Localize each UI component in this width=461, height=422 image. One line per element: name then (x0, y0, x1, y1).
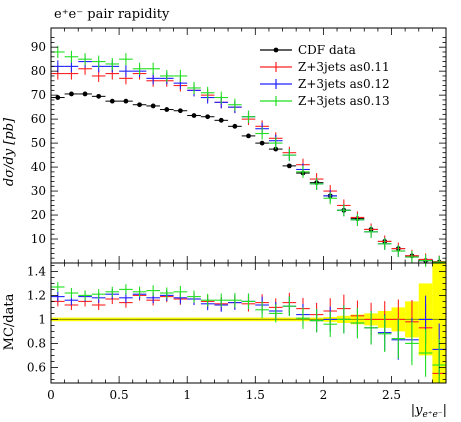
data-point (96, 93, 102, 99)
legend-label: Z+3jets as0.11 (298, 60, 390, 74)
data-point (259, 140, 265, 146)
x-tick-label: 1.5 (246, 388, 265, 402)
legend-label: CDF data (298, 43, 356, 57)
data-point (191, 113, 197, 118)
data-point (82, 91, 88, 97)
main-y-tick-label: 70 (31, 88, 46, 102)
x-axis-label: |ye⁺e⁻| (411, 403, 447, 420)
main-panel-series (51, 45, 446, 269)
main-y-tick-label: 50 (31, 136, 46, 150)
data-point (137, 102, 142, 108)
main-y-tick-label: 40 (31, 160, 46, 174)
ratio-y-tick-label: 0.6 (27, 360, 46, 374)
data-point (123, 98, 129, 104)
legend-label: Z+3jets as0.12 (298, 77, 390, 91)
x-tick-label: 0 (47, 388, 55, 402)
ratio-panel-series (51, 281, 446, 383)
data-point (109, 98, 115, 104)
main-y-tick-label: 10 (31, 232, 46, 246)
data-point (69, 91, 74, 97)
ratio-uncertainty-band (51, 263, 446, 383)
data-point (205, 114, 211, 120)
x-axis-label-main: |y (411, 403, 423, 418)
legend-item-0: CDF data (260, 43, 356, 57)
x-axis-label-end: | (443, 403, 447, 418)
ratio-panel-y-tick-labels: 0.6 0.8 1 1.2 1.4 (27, 264, 46, 374)
legend-swatch-marker (273, 47, 279, 53)
legend: CDF data Z+3jets as0.11 Z+3jets as0.12 Z+3j… (260, 43, 390, 108)
data-point (177, 108, 183, 114)
data-point (232, 123, 238, 129)
legend-item-3: Z+3jets as0.13 (260, 94, 390, 108)
ratio-y-tick-label: 0.8 (27, 336, 46, 350)
data-point (55, 95, 61, 100)
main-panel-y-tick-labels: 10 20 30 40 50 60 70 80 90 (31, 40, 46, 246)
data-point (246, 133, 251, 139)
ratio-panel-frame (50, 262, 447, 384)
ratio-y-axis-label: MC/data (2, 293, 17, 350)
ratio-band-bin (432, 263, 446, 383)
ratio-y-tick-label: 1.2 (27, 288, 46, 302)
main-y-tick-label: 60 (31, 112, 46, 126)
ratio-series-2 (51, 281, 446, 383)
ratio-y-tick-label: 1.4 (27, 264, 46, 278)
legend-item-2: Z+3jets as0.12 (260, 77, 390, 91)
x-tick-label: 2.5 (382, 388, 401, 402)
x-tick-label: 1 (183, 388, 191, 402)
data-point (218, 117, 224, 123)
x-axis-label-subscript: e⁺e⁻ (422, 410, 442, 420)
main-panel-axes (50, 27, 447, 264)
main-y-axis-label: dσ/dy [pb] (2, 117, 17, 186)
x-tick-label: 2 (320, 388, 328, 402)
ratio-y-tick-label: 1 (38, 312, 46, 326)
x-tick-label: 0.5 (110, 388, 129, 402)
main-y-tick-label: 20 (31, 208, 46, 222)
legend-item-1: Z+3jets as0.11 (260, 60, 390, 74)
data-point (164, 107, 170, 112)
main-panel: 10 20 30 40 50 60 70 80 90 (31, 27, 447, 269)
main-y-tick-label: 30 (31, 184, 46, 198)
ratio-panel: 0.6 0.8 1 1.2 1.4 0 0.5 1 1.5 2 2.5 (27, 262, 447, 402)
chart-title: e⁺e⁻ pair rapidity (54, 7, 170, 22)
ratio-panel-x-tick-labels: 0 0.5 1 1.5 2 2.5 (47, 388, 401, 402)
main-y-tick-label: 90 (31, 40, 46, 54)
data-point (150, 103, 156, 109)
main-y-tick-label: 80 (31, 64, 46, 78)
ratio-panel-axes (50, 262, 447, 384)
legend-label: Z+3jets as0.13 (298, 94, 390, 108)
data-point (286, 163, 292, 169)
